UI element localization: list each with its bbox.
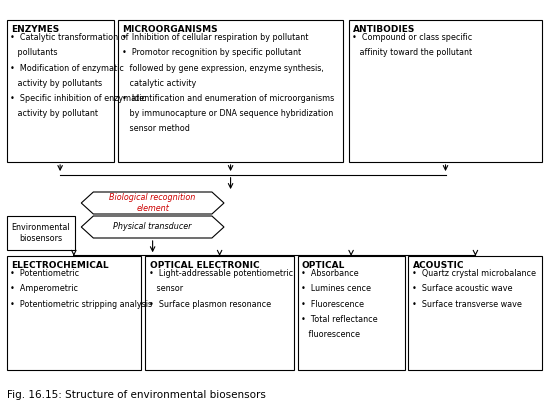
Text: activity by pollutants: activity by pollutants xyxy=(10,79,103,88)
Text: by immunocapture or DNA sequence hybridization: by immunocapture or DNA sequence hybridi… xyxy=(122,109,333,118)
Text: •  Surface transverse wave: • Surface transverse wave xyxy=(412,300,522,309)
Text: •  Identification and enumeration of microorganisms: • Identification and enumeration of micr… xyxy=(122,94,334,103)
Text: •  Inhibition of cellular respiration by pollutant: • Inhibition of cellular respiration by … xyxy=(122,33,308,42)
Text: •  Potentiometric stripping analysis: • Potentiometric stripping analysis xyxy=(10,300,153,309)
Text: sensor: sensor xyxy=(149,284,183,294)
Text: •  Surface plasmon resonance: • Surface plasmon resonance xyxy=(149,300,271,309)
Text: ENZYMES: ENZYMES xyxy=(11,25,59,34)
FancyBboxPatch shape xyxy=(7,256,141,370)
Text: •  Fluorescence: • Fluorescence xyxy=(301,300,365,309)
Text: OPTICAL: OPTICAL xyxy=(302,261,345,270)
Text: •  Quartz crystal microbalance: • Quartz crystal microbalance xyxy=(412,269,536,278)
Text: •  Lumines cence: • Lumines cence xyxy=(301,284,372,294)
Text: pollutants: pollutants xyxy=(10,48,58,58)
FancyBboxPatch shape xyxy=(7,216,75,250)
Text: •  Compound or class specific: • Compound or class specific xyxy=(352,33,473,42)
Text: Physical transducer: Physical transducer xyxy=(114,222,192,232)
Text: MICROORGANISMS: MICROORGANISMS xyxy=(122,25,218,34)
Text: •  Catalytic transformation of: • Catalytic transformation of xyxy=(10,33,129,42)
Text: •  Total reflectance: • Total reflectance xyxy=(301,315,378,324)
Text: OPTICAL ELECTRONIC: OPTICAL ELECTRONIC xyxy=(150,261,260,270)
Text: •  Promotor recognition by specific pollutant: • Promotor recognition by specific pollu… xyxy=(122,48,301,58)
Text: •  Specific inhibition of enzymatic: • Specific inhibition of enzymatic xyxy=(10,94,147,103)
FancyBboxPatch shape xyxy=(298,256,405,370)
FancyBboxPatch shape xyxy=(118,20,343,162)
FancyBboxPatch shape xyxy=(349,20,542,162)
Text: •  Modification of enzymatic: • Modification of enzymatic xyxy=(10,64,124,73)
Text: sensor method: sensor method xyxy=(122,124,190,134)
Text: activity by pollutant: activity by pollutant xyxy=(10,109,98,118)
FancyBboxPatch shape xyxy=(7,20,114,162)
Text: •  Surface acoustic wave: • Surface acoustic wave xyxy=(412,284,513,294)
Text: Biological recognition
element: Biological recognition element xyxy=(109,193,196,213)
Text: ANTIBODIES: ANTIBODIES xyxy=(353,25,416,34)
FancyBboxPatch shape xyxy=(145,256,294,370)
Text: •  Potentiometric: • Potentiometric xyxy=(10,269,80,278)
Text: •  Amperometric: • Amperometric xyxy=(10,284,79,294)
Text: Fig. 16.15: Structure of environmental biosensors: Fig. 16.15: Structure of environmental b… xyxy=(7,390,266,400)
Text: Environmental
biosensors: Environmental biosensors xyxy=(12,223,70,243)
Text: catalytic activity: catalytic activity xyxy=(122,79,196,88)
FancyBboxPatch shape xyxy=(408,256,542,370)
Text: •  Absorbance: • Absorbance xyxy=(301,269,359,278)
Text: affinity toward the pollutant: affinity toward the pollutant xyxy=(352,48,473,58)
Text: ELECTROCHEMICAL: ELECTROCHEMICAL xyxy=(11,261,109,270)
Text: ACOUSTIC: ACOUSTIC xyxy=(413,261,464,270)
Text: •  Light-addressable potentiometric: • Light-addressable potentiometric xyxy=(149,269,294,278)
Text: followed by gene expression, enzyme synthesis,: followed by gene expression, enzyme synt… xyxy=(122,64,323,73)
Text: fluorescence: fluorescence xyxy=(301,330,360,339)
